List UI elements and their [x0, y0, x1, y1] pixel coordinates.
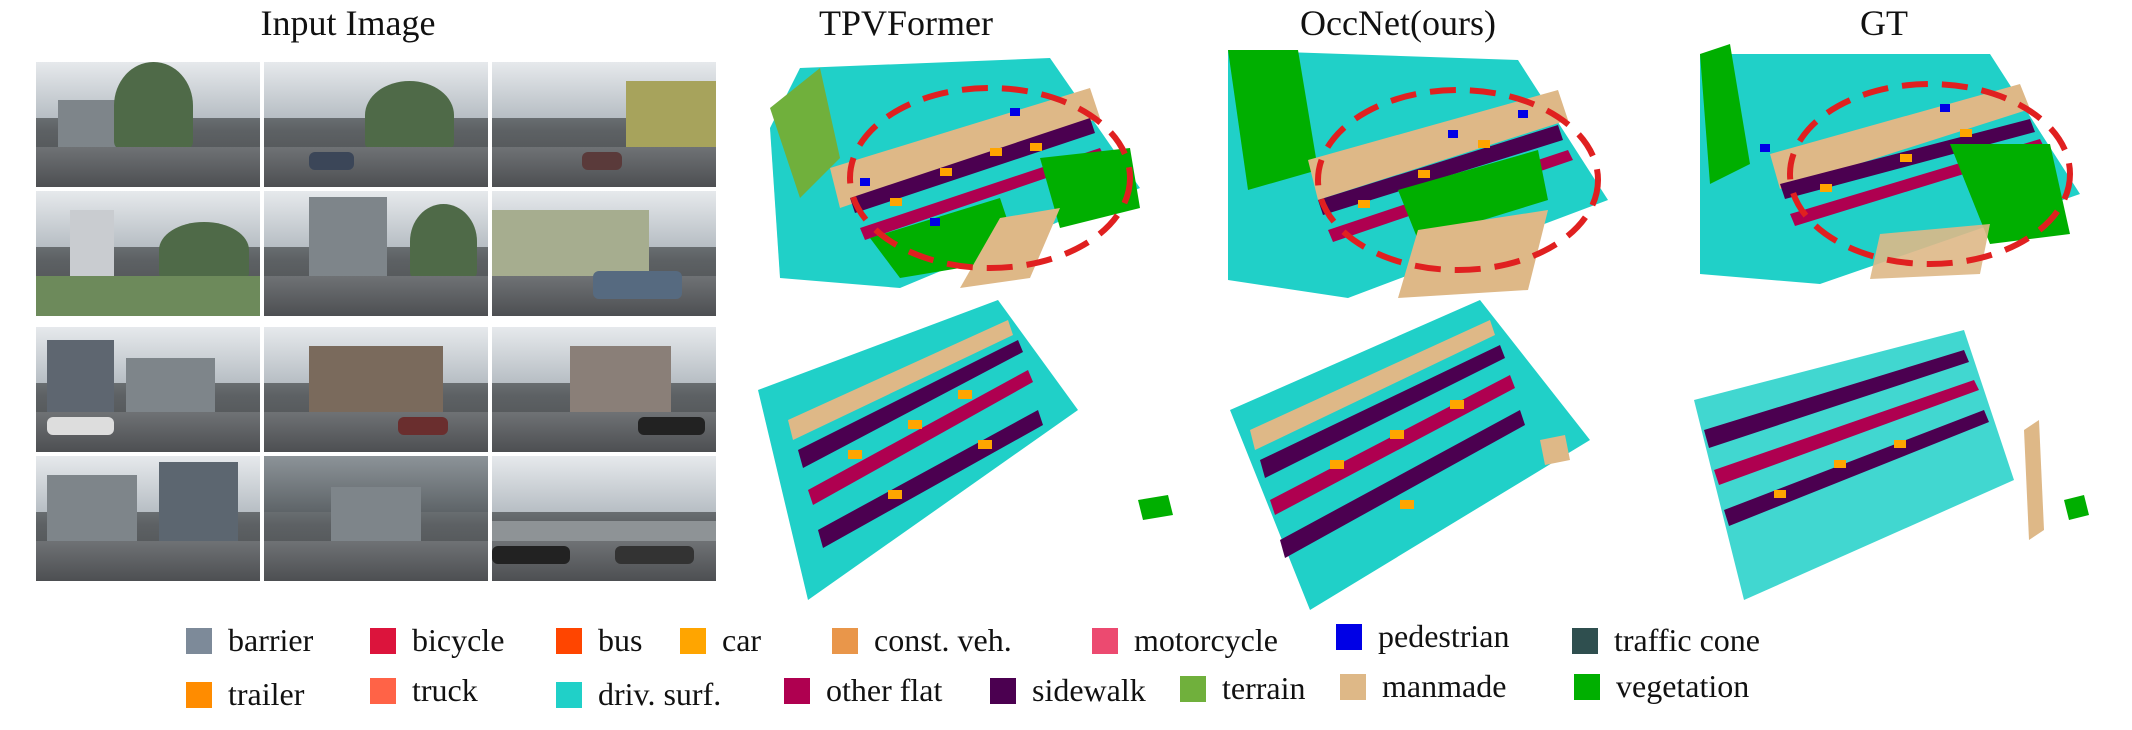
legend-item: vegetation [1574, 668, 1749, 705]
tpvformer-title: TPVFormer [819, 3, 993, 43]
legend-label: motorcycle [1134, 622, 1278, 658]
legend-swatch [186, 681, 212, 708]
legend-label: truck [412, 672, 478, 708]
legend-label: driv. surf. [598, 676, 722, 712]
legend-label: bicycle [412, 622, 505, 658]
camera-photo [264, 456, 488, 581]
camera-photo [264, 191, 488, 316]
legend-item: manmade [1340, 668, 1506, 705]
legend-swatch [990, 677, 1016, 704]
legend-item: traffic cone [1572, 622, 1760, 659]
camera-photo [492, 191, 716, 316]
legend-swatch [680, 627, 706, 654]
legend-item: bus [556, 622, 642, 659]
legend-item: pedestrian [1336, 618, 1510, 655]
occnet-occupancy-bottom [1220, 290, 1640, 610]
legend-swatch [1574, 673, 1600, 700]
legend-label: terrain [1222, 670, 1306, 706]
legend-item: barrier [186, 622, 313, 659]
legend-label: const. veh. [874, 622, 1012, 658]
legend-swatch [186, 627, 212, 654]
legend-swatch [370, 627, 396, 654]
legend-label: car [722, 622, 762, 658]
legend-label: vegetation [1616, 668, 1750, 704]
legend-swatch [556, 627, 582, 654]
legend-label: manmade [1382, 668, 1507, 704]
camera-photo [264, 327, 488, 452]
occnet-occupancy-top [1218, 40, 1638, 298]
legend-label: other flat [826, 672, 943, 708]
legend-swatch [832, 627, 858, 654]
camera-photo [264, 62, 488, 187]
input-camera-set-1 [36, 62, 716, 317]
legend-label: bus [598, 622, 643, 658]
camera-photo [36, 456, 260, 581]
legend-label: pedestrian [1378, 618, 1510, 654]
tpvformer-occupancy-top [760, 48, 1180, 288]
legend-item: driv. surf. [556, 676, 721, 713]
camera-photo [36, 327, 260, 452]
legend-item: motorcycle [1092, 622, 1278, 659]
legend-item: other flat [784, 672, 942, 709]
camera-photo [492, 456, 716, 581]
legend-swatch [1092, 627, 1118, 654]
legend-label: trailer [228, 676, 305, 712]
legend-swatch [1572, 627, 1598, 654]
camera-photo [492, 327, 716, 452]
legend-item: bicycle [370, 622, 504, 659]
gt-occupancy-bottom [1684, 300, 2104, 600]
occnet-title: OccNet(ours) [1300, 3, 1496, 43]
legend-item: truck [370, 672, 478, 709]
input-camera-set-2 [36, 327, 716, 582]
input-image-grid [36, 62, 716, 582]
legend-item: const. veh. [832, 622, 1012, 659]
legend-item: trailer [186, 676, 304, 713]
legend-swatch [784, 677, 810, 704]
legend-label: traffic cone [1614, 622, 1760, 658]
gt-title: GT [1860, 3, 1908, 43]
legend-swatch [1340, 673, 1366, 700]
legend-item: sidewalk [990, 672, 1146, 709]
legend-item: car [680, 622, 761, 659]
gt-occupancy-top [1690, 34, 2110, 284]
camera-photo [36, 62, 260, 187]
legend-swatch [1180, 675, 1206, 702]
legend-swatch [370, 677, 396, 704]
camera-photo [36, 191, 260, 316]
legend-swatch [1336, 623, 1362, 650]
legend-item: terrain [1180, 670, 1306, 707]
camera-photo [492, 62, 716, 187]
tpvformer-occupancy-bottom [748, 290, 1178, 600]
legend-swatch [556, 681, 582, 708]
legend-label: sidewalk [1032, 672, 1146, 708]
input-image-title: Input Image [260, 3, 436, 43]
legend-label: barrier [228, 622, 314, 658]
